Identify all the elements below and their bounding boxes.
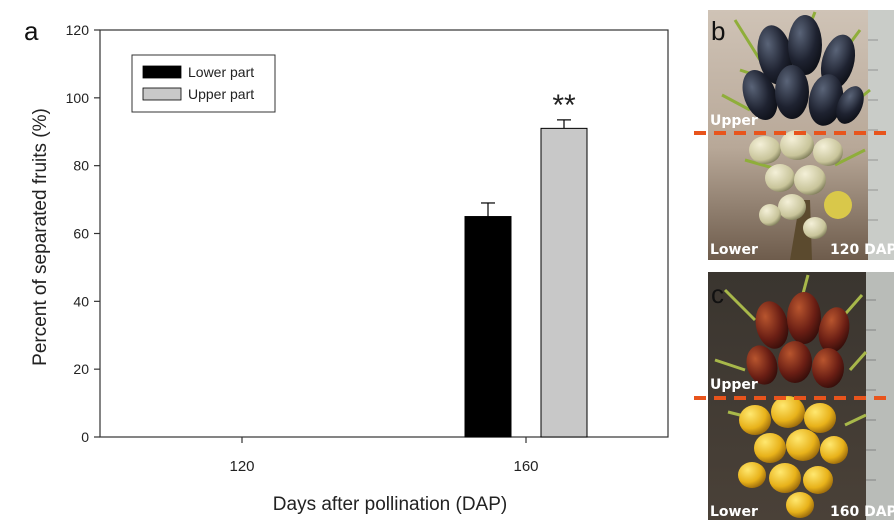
x-tick-label: 120 <box>229 458 254 475</box>
legend-label-upper-part: Upper part <box>188 86 254 102</box>
legend: Lower part Upper part <box>131 54 276 113</box>
significance-annotation: ** <box>552 89 576 122</box>
bar <box>464 216 512 438</box>
x-tick-label: 160 <box>513 458 538 475</box>
photo-c-upper-label: Upper <box>710 377 758 393</box>
y-tick-label: 40 <box>73 293 89 309</box>
legend-box <box>131 54 276 113</box>
photo-c-yellow-fruits <box>738 396 848 518</box>
photo-b-dark-fruits <box>742 15 864 126</box>
y-tick-label: 120 <box>66 22 90 38</box>
y-tick-label: 80 <box>73 158 89 174</box>
photo-c-ruler-marks <box>866 299 876 481</box>
photo-b-pale-fruits <box>749 130 852 239</box>
x-axis-label: Days after pollination (DAP) <box>273 494 507 515</box>
photo-b-dap-label: 120 DAP <box>830 242 894 258</box>
legend-swatch-lower-part <box>142 65 182 79</box>
photo-c-red-fruits <box>746 292 850 388</box>
y-tick-label: 0 <box>81 429 89 445</box>
panel-c-letter: c <box>711 279 724 309</box>
panel-b-letter: b <box>711 16 725 46</box>
y-ticks: 0 20 40 60 80 100 120 <box>66 22 100 445</box>
y-tick-label: 60 <box>73 226 89 242</box>
photo-b-upper-label: Upper <box>710 113 758 129</box>
panel-a-letter: a <box>24 16 39 46</box>
photo-c-lower-label: Lower <box>710 504 758 520</box>
y-tick-label: 20 <box>73 361 89 377</box>
photo-b-stalk <box>790 200 812 260</box>
photo-c-dap-label: 160 DAP <box>830 504 894 520</box>
bars: ** <box>464 89 588 438</box>
legend-label-lower-part: Lower part <box>188 64 254 80</box>
y-axis-label: Percent of separated fruits (%) <box>30 108 51 366</box>
photo-b-lower-label: Lower <box>710 242 758 258</box>
y-tick-label: 100 <box>66 90 90 106</box>
photo-b-ruler-marks <box>868 39 878 221</box>
legend-swatch-upper-part <box>142 87 182 101</box>
x-ticks: 120 160 <box>229 437 539 475</box>
bar <box>540 127 588 438</box>
